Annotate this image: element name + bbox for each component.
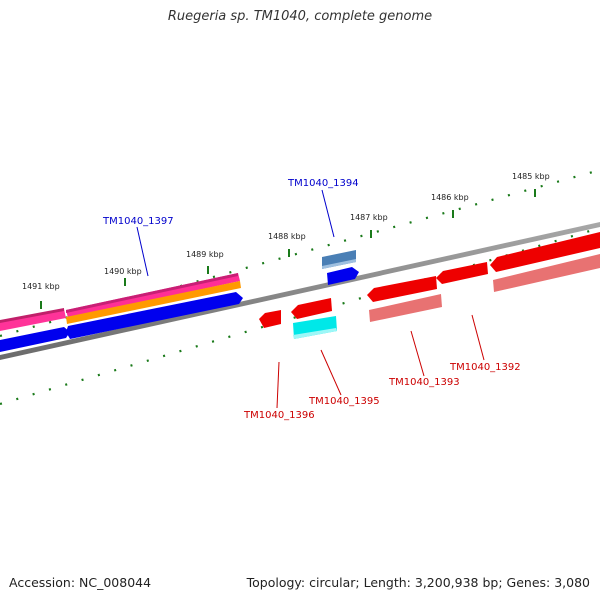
gene-label-TM1040_1397[interactable]: TM1040_1397	[102, 216, 174, 227]
gene-feature-edge	[66, 273, 238, 313]
gene-TM1040_1393[interactable]	[367, 276, 437, 302]
gene-feature[interactable]	[493, 254, 600, 292]
gene-TM1040_1395[interactable]	[291, 298, 332, 319]
reverse-genes[interactable]	[259, 232, 600, 339]
callout-line	[410, 330, 425, 377]
gene-feature[interactable]	[369, 294, 442, 322]
gene-label-TM1040_1393[interactable]: TM1040_1393	[388, 377, 460, 388]
callout-line	[276, 361, 280, 409]
callout-line	[136, 226, 149, 277]
gene-feature[interactable]	[0, 327, 70, 352]
gene-TM1040_1396[interactable]	[259, 310, 281, 328]
gene-label-TM1040_1392[interactable]: TM1040_1392	[449, 362, 521, 373]
gene-feature-edge	[322, 259, 356, 269]
gene-feature[interactable]	[66, 292, 243, 339]
gene-label-TM1040_1396[interactable]: TM1040_1396	[243, 410, 315, 421]
gene-feature-edge	[293, 328, 337, 339]
kbp-label-1488: 1488 kbp	[268, 232, 306, 241]
kbp-label-1487: 1487 kbp	[350, 213, 388, 222]
kbp-label-1486: 1486 kbp	[431, 193, 469, 202]
gene-feature[interactable]	[0, 309, 66, 331]
gene-feature[interactable]	[436, 262, 488, 284]
gene-feature[interactable]	[327, 267, 359, 285]
kbp-label-1489: 1489 kbp	[186, 250, 224, 259]
kbp-label-1485: 1485 kbp	[512, 172, 550, 181]
callout-line	[320, 349, 342, 396]
forward-genes[interactable]	[0, 250, 359, 352]
kbp-label-1491: 1491 kbp	[22, 282, 60, 291]
callout-line	[471, 314, 485, 361]
gene-label-TM1040_1395[interactable]: TM1040_1395	[308, 396, 380, 407]
genome-stats-text: Topology: circular; Length: 3,200,938 bp…	[246, 575, 590, 590]
gene-feature[interactable]	[66, 281, 241, 324]
kbp-label-1490: 1490 kbp	[104, 267, 142, 276]
gene-TM1040_1392[interactable]	[490, 232, 600, 272]
callout-lines	[136, 189, 485, 409]
map-title: Ruegeria sp. TM1040, complete genome	[167, 9, 433, 24]
gene-feature-edge	[0, 308, 64, 323]
gene-label-TM1040_1394[interactable]: TM1040_1394	[287, 178, 359, 189]
genome-backbone	[0, 222, 600, 360]
callout-line	[321, 189, 335, 238]
accession-text: Accession: NC_008044	[9, 575, 152, 590]
